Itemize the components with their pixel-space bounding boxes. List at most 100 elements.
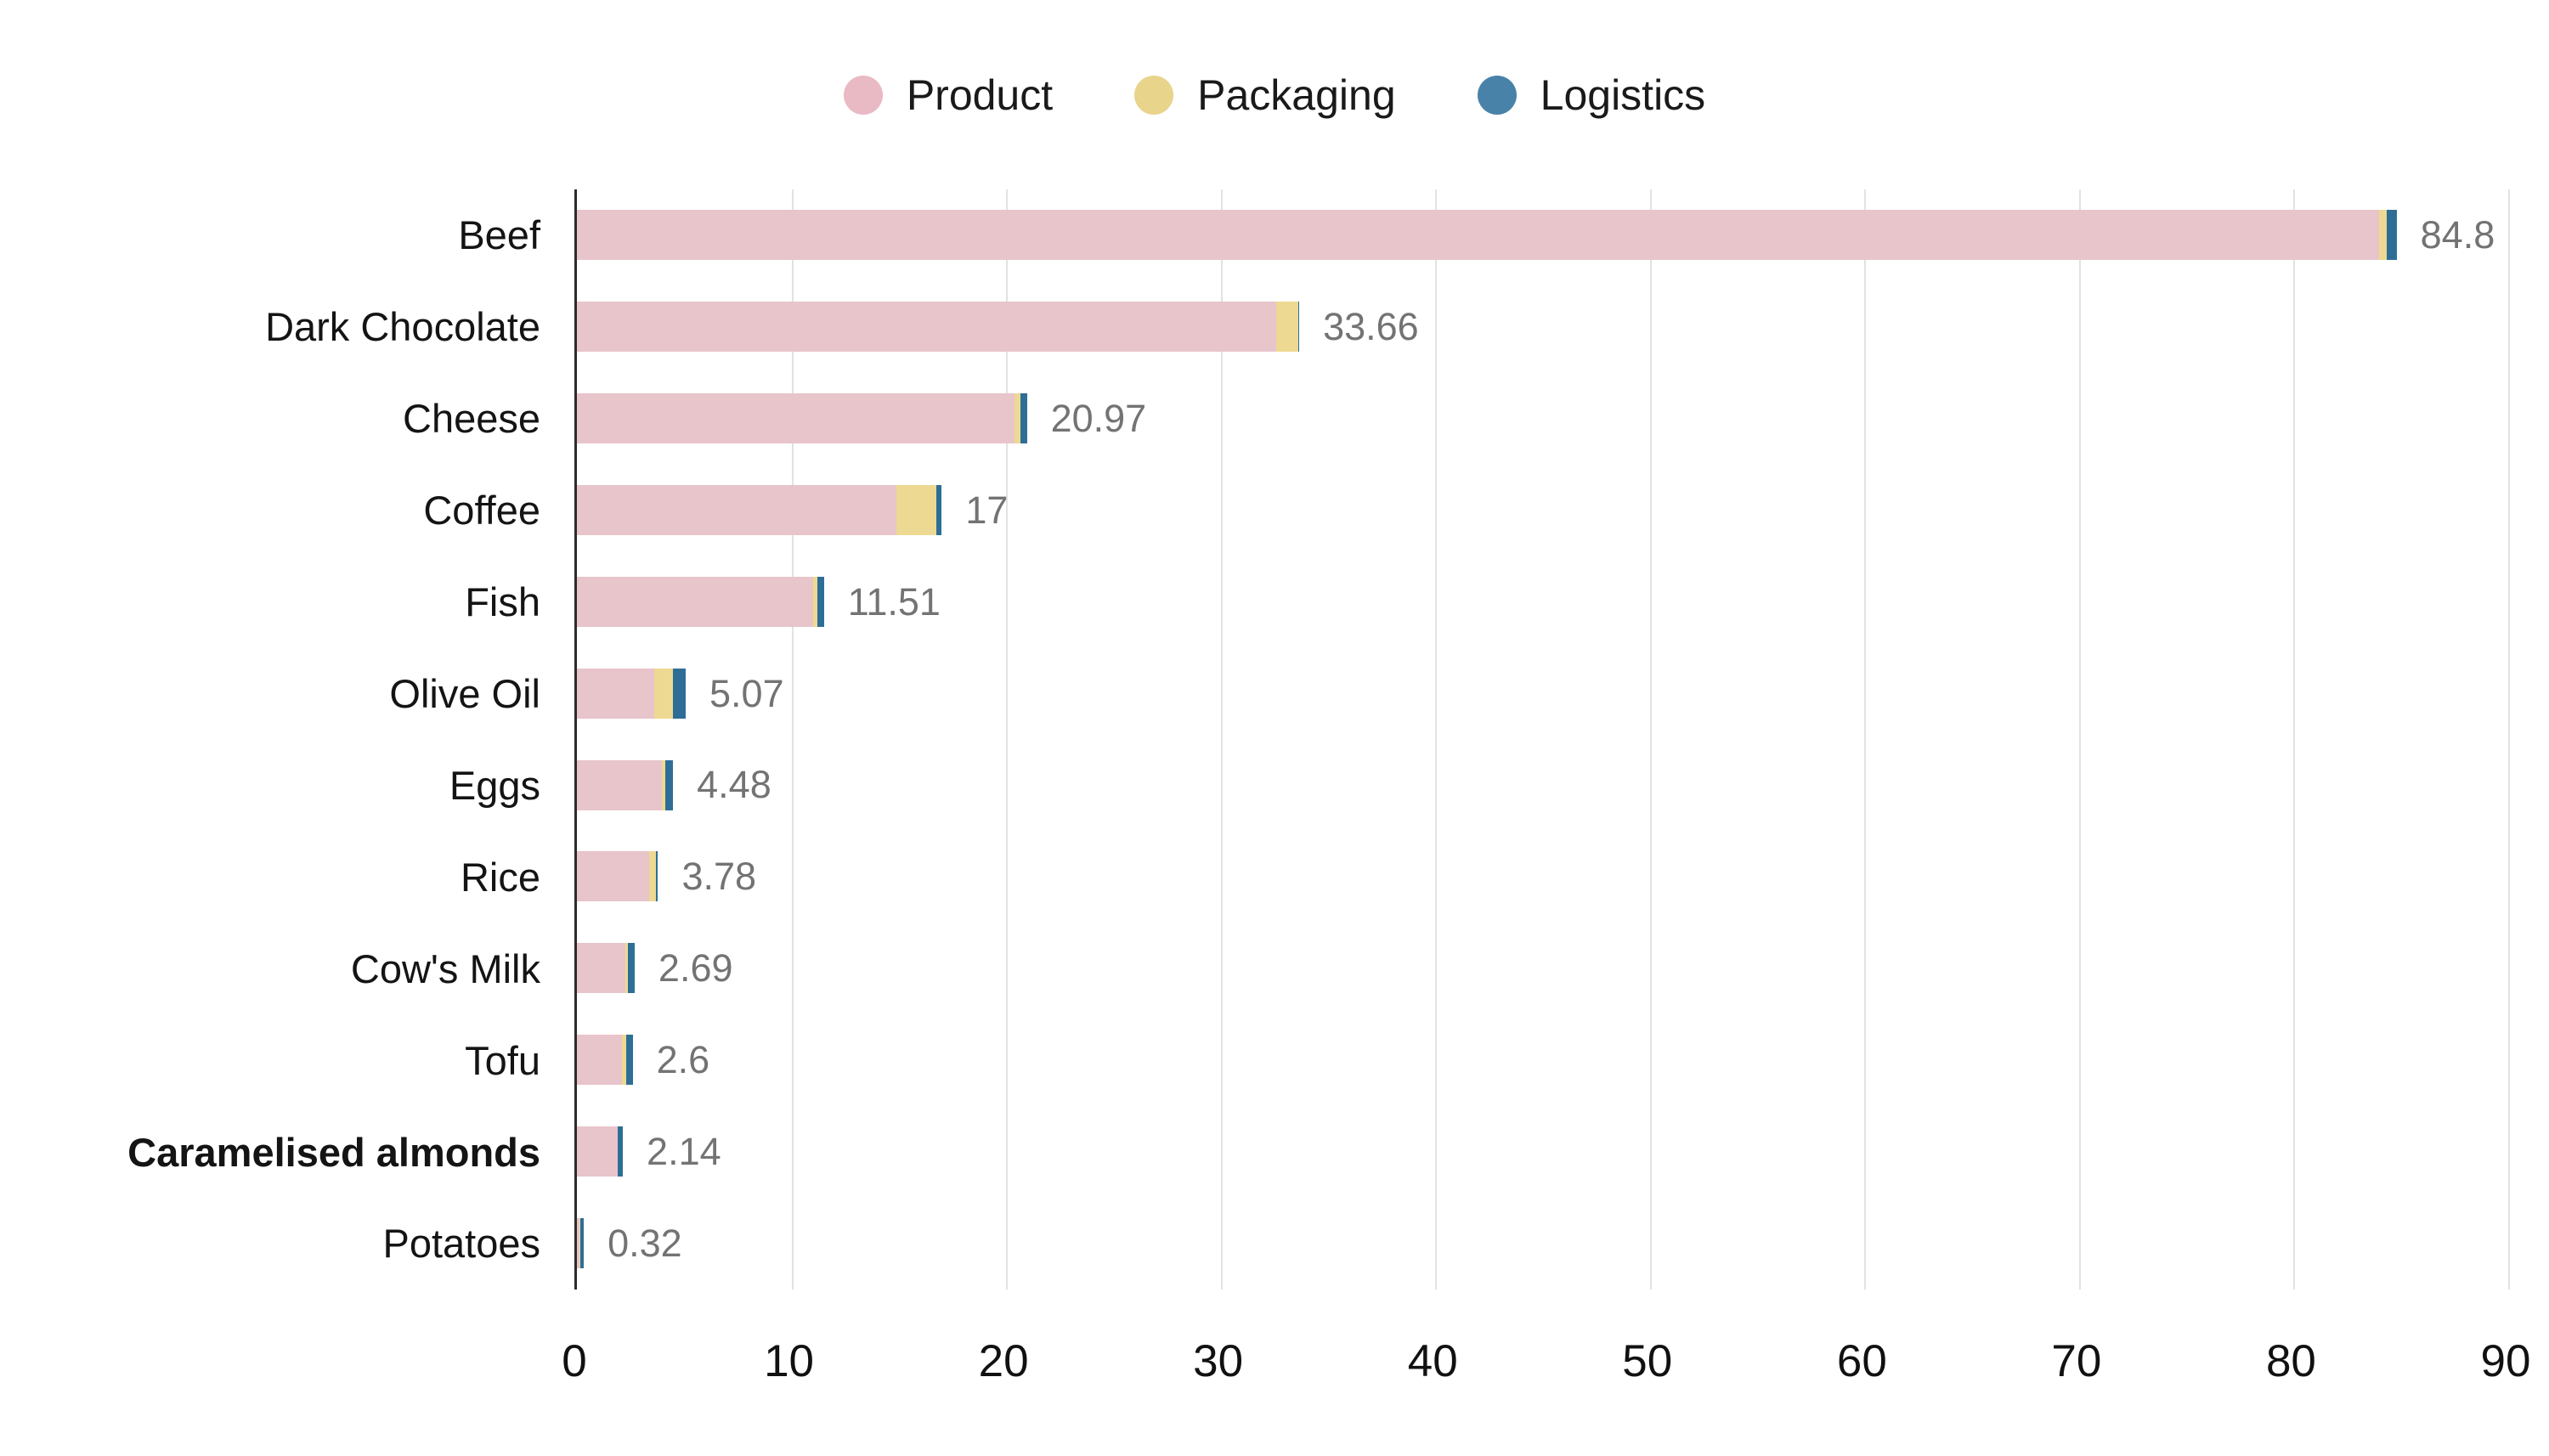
category-labels: Beef Dark Chocolate Cheese Coffee Fish Olive … — [0, 189, 540, 1290]
stacked-bar — [577, 301, 1300, 352]
stacked-bar — [577, 851, 658, 902]
bar-segment-logistics[interactable] — [1297, 301, 1300, 352]
bar-segment-product[interactable] — [577, 210, 2380, 260]
bar-row: 3.78 — [577, 831, 2508, 923]
bar-segment-packaging[interactable] — [812, 576, 818, 627]
category-label: Coffee — [423, 488, 540, 533]
bar-segment-logistics[interactable] — [580, 1218, 585, 1269]
bar-segment-logistics[interactable] — [672, 668, 687, 719]
legend-item-product[interactable]: Product — [843, 71, 1054, 120]
bar-row: 11.51 — [577, 556, 2508, 648]
gridline — [2078, 189, 2081, 1290]
value-label: 84.8 — [2420, 212, 2495, 257]
bar-row: 84.8 — [577, 189, 2508, 281]
x-tick-label: 40 — [1407, 1336, 1458, 1386]
bar-segment-packaging[interactable] — [1015, 392, 1021, 443]
gridline — [2293, 189, 2296, 1290]
legend-item-packaging[interactable]: Packaging — [1134, 71, 1396, 120]
gridline — [1006, 189, 1009, 1290]
value-label: 11.51 — [847, 579, 941, 624]
bar-segment-product[interactable] — [577, 851, 649, 902]
legend-dot-product — [843, 76, 883, 115]
value-label: 0.32 — [608, 1222, 682, 1266]
bar-segment-product[interactable] — [577, 1218, 580, 1269]
x-tick-label: 60 — [1836, 1336, 1887, 1386]
value-label: 5.07 — [709, 671, 784, 715]
x-tick-label: 0 — [562, 1336, 587, 1386]
bar-row: 20.97 — [577, 373, 2508, 465]
category-label: Rice — [460, 854, 540, 900]
bar-row: 33.66 — [577, 281, 2508, 373]
bar-segment-logistics[interactable] — [627, 943, 635, 994]
x-tick-label: 30 — [1193, 1336, 1244, 1386]
stacked-bar — [577, 210, 2397, 260]
stacked-bar — [577, 668, 687, 719]
x-tick-label: 70 — [2051, 1336, 2102, 1386]
bar-segment-logistics[interactable] — [665, 759, 674, 810]
stacked-bar — [577, 943, 635, 994]
value-label: 20.97 — [1050, 396, 1147, 440]
bar-segment-packaging[interactable] — [1276, 301, 1298, 352]
bar-segment-product[interactable] — [577, 301, 1277, 352]
bar-row: 2.14 — [577, 1106, 2508, 1198]
legend: Product Packaging Logistics — [0, 61, 2549, 129]
x-tick-label: 50 — [1622, 1336, 1673, 1386]
legend-dot-packaging — [1134, 76, 1174, 115]
x-tick-label: 20 — [978, 1336, 1029, 1386]
bar-row: 4.48 — [577, 740, 2508, 832]
x-axis-ticks: 0 10 20 30 40 50 60 70 80 90 — [562, 1335, 2530, 1412]
bar-row: 2.69 — [577, 923, 2508, 1014]
value-label: 2.14 — [647, 1130, 721, 1174]
category-label: Cow's Milk — [350, 945, 540, 991]
gridline — [1864, 189, 1867, 1290]
legend-dot-logistics — [1477, 76, 1517, 115]
bar-segment-packaging[interactable] — [2379, 210, 2388, 260]
stacked-bar — [577, 392, 1027, 443]
bar-segment-logistics[interactable] — [936, 484, 942, 535]
bar-segment-logistics[interactable] — [626, 1035, 633, 1086]
bar-segment-packaging[interactable] — [896, 484, 937, 535]
value-label: 2.6 — [656, 1038, 710, 1082]
stacked-bar — [577, 1126, 624, 1177]
legend-item-logistics[interactable]: Logistics — [1477, 71, 1705, 120]
bar-segment-product[interactable] — [577, 484, 897, 535]
bar-segment-logistics[interactable] — [655, 851, 658, 902]
category-label: Dark Chocolate — [265, 304, 540, 350]
legend-label: Product — [906, 71, 1054, 119]
bar-segment-product[interactable] — [577, 668, 654, 719]
bar-row: 0.32 — [577, 1198, 2508, 1290]
stacked-bar — [577, 759, 674, 810]
bar-segment-product[interactable] — [577, 1126, 618, 1177]
value-label: 3.78 — [681, 855, 757, 899]
bar-segment-packaging[interactable] — [653, 668, 673, 719]
bar-segment-packaging[interactable] — [579, 1218, 581, 1269]
bar-segment-logistics[interactable] — [618, 1126, 624, 1177]
bar-segment-packaging[interactable] — [625, 943, 628, 994]
bar-segment-logistics[interactable] — [817, 576, 824, 627]
stacked-bar — [577, 576, 824, 627]
bar-segment-product[interactable] — [577, 576, 813, 627]
bar-segment-product[interactable] — [577, 1035, 623, 1086]
bar-segment-product[interactable] — [577, 392, 1015, 443]
value-label: 4.48 — [697, 763, 771, 807]
bar-segment-logistics[interactable] — [2387, 210, 2397, 260]
category-label: Caramelised almonds — [127, 1129, 540, 1175]
bar-segment-logistics[interactable] — [1020, 392, 1027, 443]
value-label: 2.69 — [658, 946, 733, 990]
category-label: Beef — [458, 212, 540, 258]
category-label: Olive Oil — [389, 670, 540, 716]
stacked-bar — [577, 484, 942, 535]
bar-segment-product[interactable] — [577, 759, 662, 810]
gridline — [1220, 189, 1223, 1290]
legend-label: Packaging — [1197, 71, 1396, 119]
plot-area: 84.8 33.66 20.97 17 11.51 5.07 4.48 3.78 2.69 2.6… — [574, 189, 2510, 1290]
bar-row: 2.6 — [577, 1014, 2508, 1106]
bar-segment-product[interactable] — [577, 943, 625, 994]
category-label: Tofu — [465, 1037, 540, 1083]
bar-segment-packaging[interactable] — [661, 759, 666, 810]
x-tick-label: 90 — [2480, 1336, 2531, 1386]
category-label: Eggs — [449, 762, 540, 808]
bar-segment-packaging[interactable] — [622, 1035, 627, 1086]
bar-segment-packaging[interactable] — [617, 1126, 619, 1177]
bar-segment-packaging[interactable] — [648, 851, 656, 902]
